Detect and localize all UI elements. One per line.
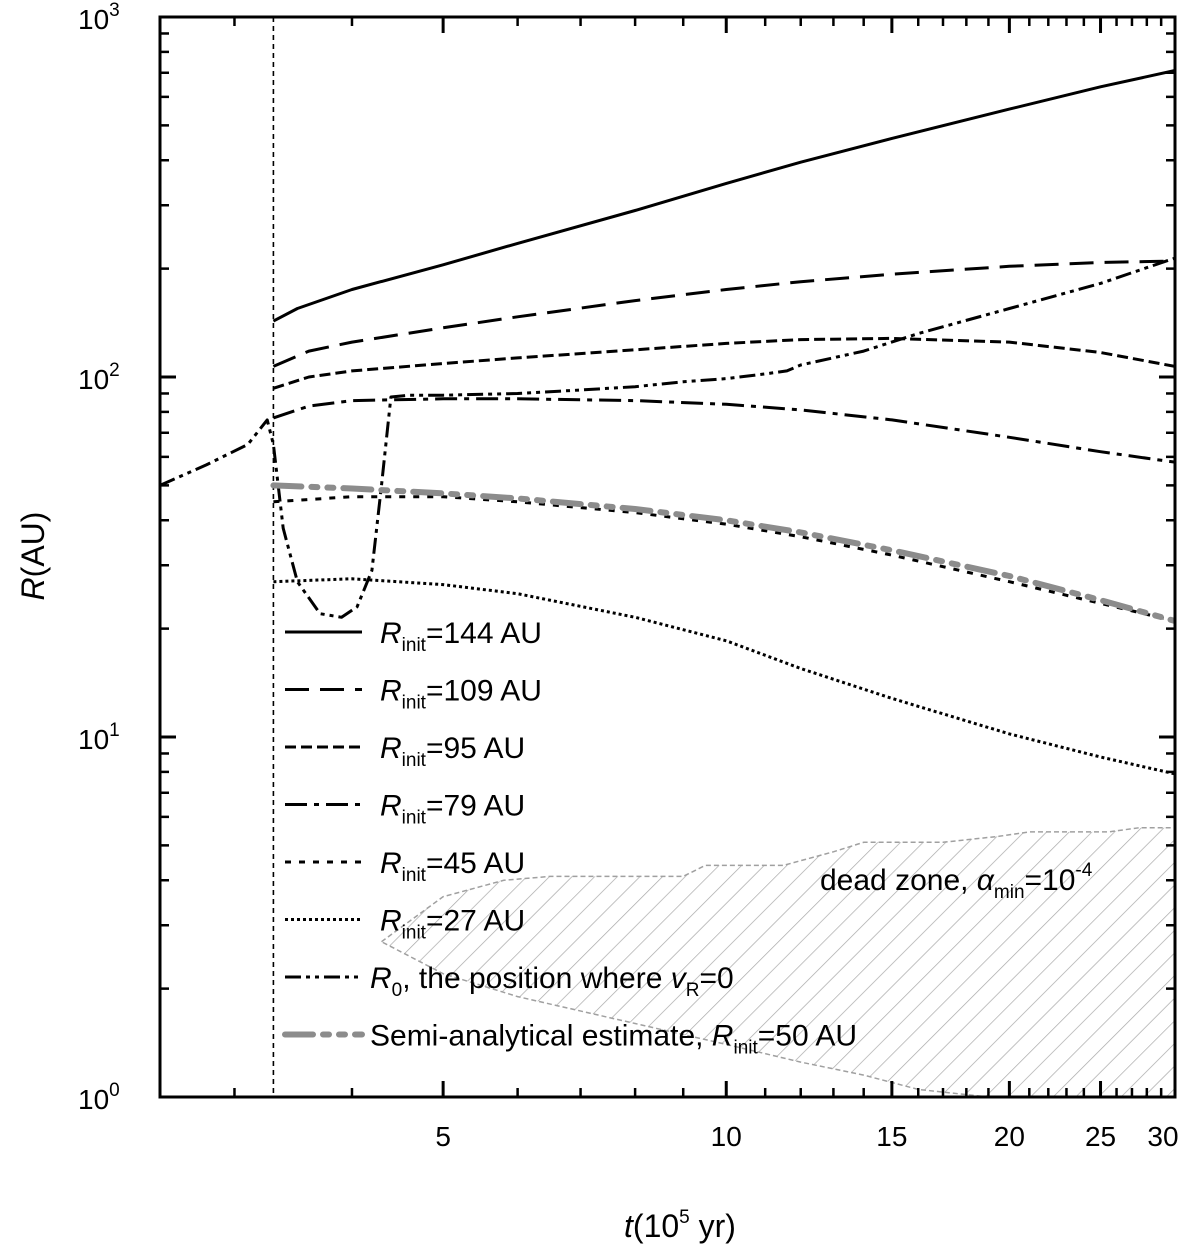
dead-zone-region xyxy=(380,826,1175,1097)
y-tick-label: 101 xyxy=(78,720,120,755)
x-tick-label: 20 xyxy=(994,1121,1025,1152)
y-tick-label: 103 xyxy=(78,0,120,35)
legend-label-4: Rinit=45 AU xyxy=(380,847,525,886)
legend-label-3: Rinit=79 AU xyxy=(380,790,525,829)
x-tick-label: 10 xyxy=(711,1121,742,1152)
series-line-6 xyxy=(160,256,1175,619)
legend-label-6: R0, the position where vR=0 xyxy=(370,962,734,1001)
plot-frame xyxy=(158,15,1177,1099)
series-line-1 xyxy=(272,259,1175,368)
series-line-7 xyxy=(270,482,1175,624)
x-tick-label: 30 xyxy=(1147,1121,1178,1152)
legend-label-0: Rinit=144 AU xyxy=(380,617,542,656)
y-tick-label: 100 xyxy=(78,1080,120,1115)
series-line-3 xyxy=(272,397,1175,464)
y-tick-label: 102 xyxy=(78,360,120,395)
x-axis-label: t(105 yr) xyxy=(624,1207,736,1244)
region-label: dead zone, αmin=10-4 xyxy=(820,860,1093,903)
x-tick-label: 5 xyxy=(435,1121,451,1152)
series-line-5 xyxy=(273,577,1175,776)
x-tick-label: 15 xyxy=(876,1121,907,1152)
x-tick-label: 25 xyxy=(1085,1121,1116,1152)
series-line-4 xyxy=(273,495,1175,623)
series-line-2 xyxy=(272,336,1175,390)
series-line-0 xyxy=(272,69,1175,323)
y-axis-label: R(AU) xyxy=(15,512,51,601)
legend-label-7: Semi-analytical estimate, Rinit=50 AU xyxy=(370,1020,857,1059)
legend-label-2: Rinit=95 AU xyxy=(380,732,525,771)
legend-label-1: Rinit=109 AU xyxy=(380,675,542,714)
legend-label-5: Rinit=27 AU xyxy=(380,905,525,944)
